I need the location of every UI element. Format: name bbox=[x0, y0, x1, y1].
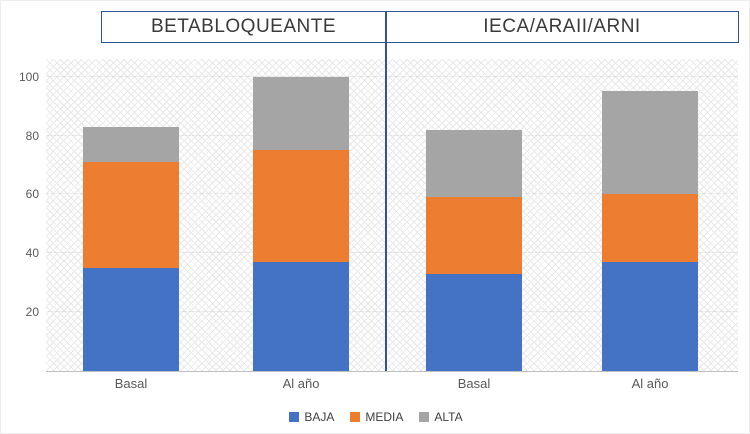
legend-item: BAJA bbox=[289, 410, 334, 424]
bar-segment-alta bbox=[83, 126, 179, 163]
legend-item: ALTA bbox=[419, 410, 463, 424]
panel-divider-line bbox=[385, 11, 387, 371]
gridline bbox=[46, 193, 738, 195]
y-tick-label: 40 bbox=[25, 246, 39, 261]
legend: BAJA MEDIA ALTA bbox=[1, 407, 749, 427]
x-category-label: Basal bbox=[457, 376, 491, 391]
panel-title-ieca-araii-arni: IECA/ARAII/ARNI bbox=[386, 11, 739, 43]
bar-segment-alta bbox=[253, 76, 349, 151]
stacked-bar bbox=[253, 76, 349, 371]
bar-segment-alta bbox=[426, 129, 522, 198]
gridline bbox=[46, 75, 738, 77]
y-tick-label: 100 bbox=[18, 69, 39, 84]
y-axis: 20 40 60 80 100 bbox=[1, 59, 39, 371]
legend-swatch-baja bbox=[289, 412, 300, 422]
legend-label: MEDIA bbox=[365, 410, 404, 424]
plot-area bbox=[46, 59, 738, 372]
legend-label: ALTA bbox=[434, 410, 463, 424]
stacked-bar bbox=[602, 91, 698, 371]
bar-segment-baja bbox=[253, 262, 349, 371]
x-category-label: Al año bbox=[282, 376, 320, 391]
legend-swatch-alta bbox=[419, 412, 430, 422]
stacked-bar bbox=[426, 129, 522, 371]
legend-item: MEDIA bbox=[350, 410, 403, 424]
bar-segment-media bbox=[83, 162, 179, 268]
stacked-bar bbox=[83, 126, 179, 371]
bar-segment-media bbox=[253, 150, 349, 263]
bar-segment-baja bbox=[426, 273, 522, 371]
bar-segment-alta bbox=[602, 91, 698, 195]
x-category-label: Al año bbox=[631, 376, 669, 391]
y-tick-label: 60 bbox=[25, 187, 39, 202]
gridline bbox=[46, 311, 738, 313]
gridline bbox=[46, 134, 738, 136]
x-category-label: Basal bbox=[114, 376, 148, 391]
bar-segment-baja bbox=[602, 262, 698, 371]
panel-title-betabloqueante: BETABLOQUEANTE bbox=[101, 11, 386, 43]
legend-label: BAJA bbox=[304, 410, 335, 424]
bar-segment-baja bbox=[83, 267, 179, 371]
x-axis-labels: Basal Al año Basal Al año bbox=[46, 376, 738, 394]
panel-titles-row: BETABLOQUEANTE IECA/ARAII/ARNI bbox=[101, 11, 739, 43]
bar-segment-media bbox=[426, 197, 522, 274]
legend-swatch-media bbox=[350, 412, 361, 422]
y-tick-label: 20 bbox=[25, 305, 39, 320]
bar-segment-media bbox=[602, 194, 698, 263]
gridline bbox=[46, 252, 738, 254]
y-tick-label: 80 bbox=[25, 128, 39, 143]
